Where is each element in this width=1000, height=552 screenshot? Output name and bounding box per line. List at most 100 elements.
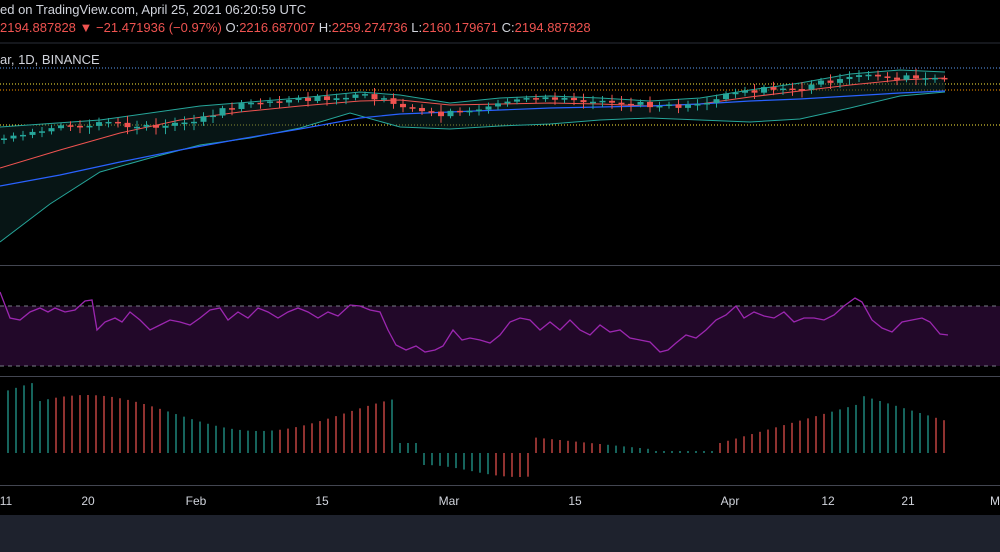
close-label: C: (501, 20, 515, 35)
candle-body (333, 98, 340, 100)
candle-body (419, 107, 425, 112)
candle-body (48, 128, 55, 132)
candle-body (295, 97, 302, 100)
ohlc-line: 2194.887828 ▼ −21.471936 (−0.97%) O:2216… (0, 20, 591, 35)
candle-body (191, 121, 197, 124)
x-axis: 11 20 Feb 15 Mar 15 Apr 12 21 M (0, 494, 1000, 508)
candle-body (913, 75, 919, 79)
candle-body (162, 125, 169, 128)
low-label: L: (411, 20, 423, 35)
candle-body (219, 108, 226, 116)
x-axis-label: 15 (315, 494, 329, 508)
candle-body (286, 99, 292, 103)
x-axis-label: 21 (901, 494, 915, 508)
candle-body (29, 131, 36, 135)
candle-body (561, 97, 568, 100)
price-chart[interactable]: 11 20 Feb 15 Mar 15 Apr 12 21 M (0, 0, 1000, 515)
candle-body (238, 103, 245, 109)
candle-body (523, 98, 530, 100)
candle-body (400, 103, 406, 108)
candle-body (903, 75, 910, 80)
candle-body (362, 94, 368, 96)
candle-body (761, 87, 767, 93)
x-axis-label: Feb (186, 494, 207, 508)
candles-group (1, 68, 948, 144)
candle-body (352, 94, 359, 98)
candle-body (134, 126, 140, 129)
candle-body (229, 108, 235, 110)
candle-body (618, 102, 625, 105)
candle-body (86, 125, 93, 128)
candle-body (580, 100, 587, 103)
candle-body (932, 77, 938, 80)
candle-body (438, 111, 444, 117)
candle-body (77, 125, 83, 128)
candle-body (257, 102, 264, 105)
candle-body (894, 77, 900, 80)
candle-body (799, 89, 805, 91)
candle-body (20, 134, 26, 137)
change-arrow-icon: ▼ (79, 20, 93, 35)
candle-body (143, 124, 150, 127)
candle-body (96, 122, 102, 126)
candle-body (856, 75, 862, 77)
candle-body (599, 100, 606, 103)
x-axis-label: Mar (439, 494, 460, 508)
candle-body (276, 101, 283, 103)
candle-body (780, 88, 786, 91)
candle-body (732, 92, 739, 95)
candle-body (428, 111, 435, 113)
candle-body (723, 93, 729, 100)
rsi-line (0, 291, 949, 353)
candle-body (675, 104, 682, 108)
candle-body (457, 110, 463, 113)
candle-body (105, 121, 112, 124)
candle-body (808, 84, 815, 90)
x-axis-label: 12 (821, 494, 835, 508)
candle-body (628, 103, 634, 106)
candle-body (685, 104, 691, 108)
candle-body (666, 104, 672, 106)
candle-body (922, 78, 929, 80)
candle-body (514, 99, 520, 102)
candle-body (210, 115, 216, 118)
candle-body (200, 116, 207, 122)
low-value: 2160.179671 (422, 20, 499, 35)
candle-body (371, 94, 378, 100)
histogram-group (7, 383, 945, 477)
candle-body (390, 98, 397, 104)
x-axis-label: 20 (81, 494, 95, 508)
candle-body (267, 101, 273, 103)
band-upper (0, 69, 946, 128)
candle-body (466, 110, 473, 113)
x-axis-label: M (990, 494, 1000, 508)
candle-body (609, 100, 615, 103)
candle-body (875, 74, 881, 77)
candle-body (647, 101, 653, 108)
x-axis-label: 11 (0, 494, 13, 508)
candle-body (504, 101, 511, 104)
candle-body (656, 105, 663, 108)
candle-body (409, 107, 416, 109)
x-axis-label: Apr (721, 494, 740, 508)
candle-body (865, 74, 872, 77)
candle-body (381, 98, 387, 100)
candle-body (742, 90, 748, 93)
candle-body (533, 98, 539, 100)
candle-body (571, 97, 577, 101)
candle-body (124, 122, 131, 128)
candle-body (590, 101, 596, 104)
published-info: ed on TradingView.com, April 25, 2021 06… (0, 2, 307, 17)
candle-body (552, 97, 558, 100)
ma-slow (0, 90, 946, 187)
candle-body (846, 76, 853, 80)
candle-body (67, 125, 74, 127)
open-label: O: (225, 20, 240, 35)
symbol-info: ar, 1D, BINANCE (0, 52, 100, 67)
candle-body (181, 122, 188, 125)
open-value: 2216.687007 (239, 20, 316, 35)
candle-body (305, 97, 311, 101)
candle-body (713, 99, 720, 104)
candle-body (485, 106, 492, 110)
candle-body (837, 79, 843, 83)
